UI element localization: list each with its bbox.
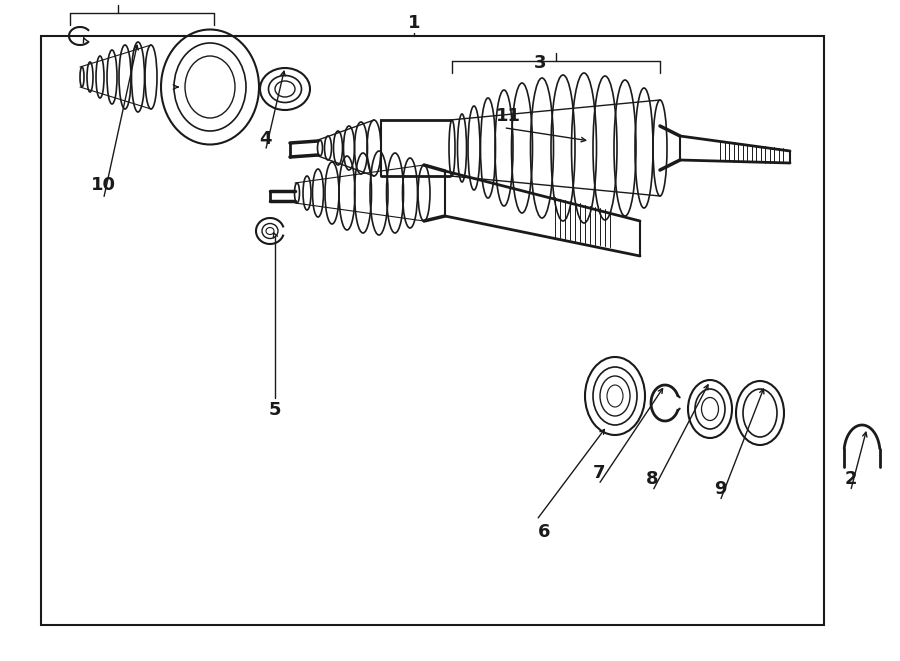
Text: 1: 1 [408, 14, 420, 32]
Text: 6: 6 [538, 523, 551, 541]
Text: 10: 10 [91, 176, 116, 194]
Text: 4: 4 [259, 130, 272, 148]
Text: 2: 2 [844, 470, 857, 488]
Text: 11: 11 [496, 106, 521, 125]
Text: 9: 9 [714, 480, 726, 498]
Text: 3: 3 [534, 54, 546, 72]
Text: 7: 7 [592, 463, 605, 482]
Text: 5: 5 [268, 401, 281, 419]
Bar [40, 36, 824, 625]
Text: 8: 8 [646, 470, 659, 488]
